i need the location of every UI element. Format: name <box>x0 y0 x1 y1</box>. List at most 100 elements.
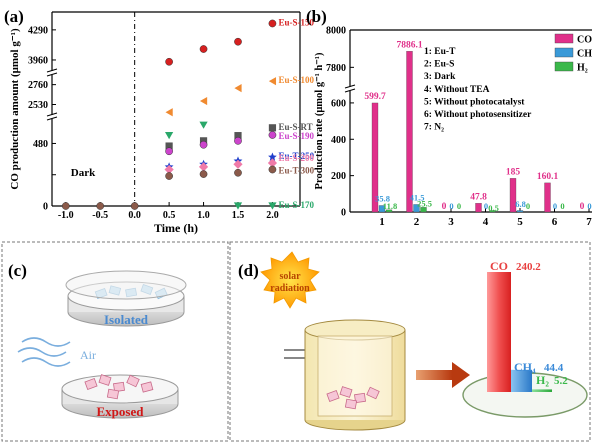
y-tick-label: 8000 <box>326 26 346 37</box>
data-point <box>199 96 208 106</box>
y-tick-label: 200 <box>331 171 346 182</box>
sun-label-line2: radiation <box>270 283 310 294</box>
arrow-icon <box>416 362 470 388</box>
exposed-flakes <box>84 374 154 400</box>
reactor-flakes <box>326 386 380 410</box>
bar-value-label: 11.8 <box>383 201 397 211</box>
bar-value-label: 0 <box>553 201 557 211</box>
series-label: Eu-T-300 <box>278 166 314 176</box>
panel-c: (c) Isolated Air <box>1 241 229 442</box>
legend-swatch <box>554 47 574 58</box>
air-label: Air <box>80 348 96 362</box>
data-point <box>198 162 209 172</box>
panel-d: (d) solar radiation <box>229 241 591 442</box>
data-point <box>199 170 208 178</box>
bar <box>378 205 386 213</box>
x-tick-label: 1.5 <box>232 210 245 221</box>
isolated-dish: Isolated <box>65 270 187 327</box>
bar-value-label: 41.5 <box>410 192 425 202</box>
y-tick-label: 0 <box>341 208 346 219</box>
bar-value-label: 7886.1 <box>396 40 422 50</box>
bar-value-label: 0 <box>484 201 488 211</box>
air-wind-icon <box>17 337 71 367</box>
data-point <box>199 137 208 145</box>
legend-condition-item: 7: N₂ <box>424 123 444 133</box>
bar <box>413 204 420 213</box>
reactor-icon <box>284 319 406 431</box>
bar <box>516 210 524 213</box>
series-label: Eu-S-190 <box>278 131 314 141</box>
y-tick-label: 400 <box>331 135 346 146</box>
x-tick-label: -0.5 <box>92 210 108 221</box>
bar <box>406 51 413 213</box>
legend-condition-item: 2: Eu-S <box>424 60 454 70</box>
product-value-label: 44.4 <box>544 362 564 374</box>
data-point <box>165 172 173 180</box>
bar-value-label: 0 <box>442 202 447 212</box>
bar-value-label: 0 <box>526 201 530 211</box>
bar <box>509 178 517 213</box>
data-point <box>268 124 277 132</box>
bar-value-label: 185 <box>506 167 521 177</box>
data-point <box>268 131 277 139</box>
exposed-label: Exposed <box>97 404 145 419</box>
x-tick-label: 5 <box>517 216 523 228</box>
product-name-label: H₂ <box>536 373 549 387</box>
data-point <box>268 77 277 86</box>
panel-c-label: (c) <box>8 261 27 280</box>
y-axis-label: CO production amount (μmol g⁻¹) <box>9 28 21 190</box>
dark-annotation: Dark <box>71 167 96 179</box>
legend-condition-item: 3: Dark <box>424 72 456 82</box>
bar <box>475 203 482 213</box>
data-point <box>233 159 243 169</box>
series-label: Eu-S-170 <box>278 200 314 210</box>
bar-value-label: 0 <box>580 202 585 212</box>
x-tick-label: 2.0 <box>266 210 279 221</box>
product-bar <box>532 389 552 392</box>
axis-break-mark <box>344 84 356 89</box>
chart-d: CO 240.2 CH₄ 44.4H₂ 5.2 <box>487 259 568 392</box>
legend-condition-item: 4: Without TEA <box>424 85 490 95</box>
series-label: Eu-S-200 <box>278 153 314 163</box>
product-name-label: CH₄ <box>514 360 536 374</box>
bar <box>489 210 496 213</box>
bar-value-label: 0 <box>457 201 461 211</box>
bar <box>371 102 379 213</box>
x-tick-label: 1 <box>379 216 385 228</box>
isolated-label: Isolated <box>104 312 149 327</box>
data-point <box>165 57 173 66</box>
y-tick-label: 600 <box>331 98 346 109</box>
legend-condition-item: 6: Without photosensitizer <box>424 110 532 120</box>
bar-value-label: 0 <box>587 201 591 211</box>
x-tick-label: 2 <box>414 216 420 228</box>
panel-a-label: (a) <box>4 7 24 26</box>
legend-condition-item: 5: Without photocatalyst <box>424 97 525 107</box>
exposed-dish: Exposed <box>61 374 179 419</box>
x-tick-label: 7 <box>586 216 592 228</box>
axis-break-mark-1 <box>46 72 58 77</box>
panel-c-frame <box>1 241 229 442</box>
bar <box>385 209 393 213</box>
panel-d-frame <box>229 241 591 442</box>
product-bar <box>511 369 532 392</box>
y-tick-label: 3960 <box>28 55 48 66</box>
data-point <box>234 168 242 177</box>
x-tick-label: 1.0 <box>197 210 210 221</box>
data-point <box>165 142 173 150</box>
y-tick-label: 7800 <box>326 63 346 74</box>
data-point <box>268 19 277 28</box>
legend-label: H₂ <box>577 63 588 74</box>
data-point <box>165 147 173 156</box>
series-label: Eu-S-100 <box>278 75 314 85</box>
x-tick-label: 6 <box>552 216 558 228</box>
axis-break-mark <box>344 88 356 93</box>
axis-break-gap-1 <box>48 71 56 75</box>
series-label: Eu-S-RT <box>278 122 312 132</box>
bar-value-label: 160.1 <box>537 172 559 182</box>
bar-value-label: 47.8 <box>470 192 487 202</box>
y-tick-label: 4290 <box>28 25 48 36</box>
x-tick-label: 3 <box>448 216 454 228</box>
panel-d-label: (d) <box>238 261 259 280</box>
data-point <box>268 165 277 174</box>
bar-value-label: 0 <box>449 201 453 211</box>
